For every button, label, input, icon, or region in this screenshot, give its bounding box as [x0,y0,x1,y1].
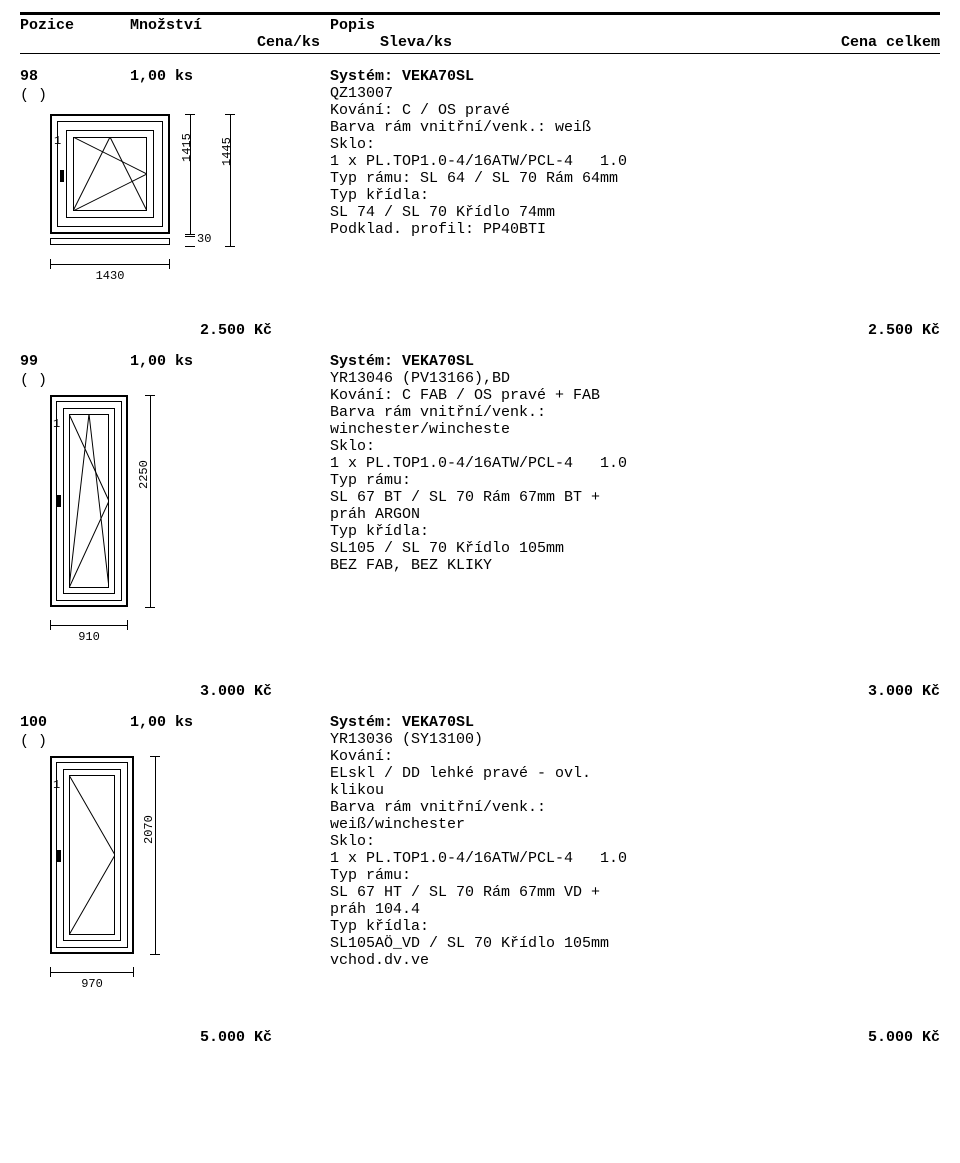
paren-placeholder: ( ) [20,733,330,750]
sash-label: 1 [53,417,60,431]
price-unit: 2.500 Kč [200,322,760,339]
desc-line: 1 x PL.TOP1.0-4/16ATW/PCL-4 1.0 [330,455,940,472]
item-row: 98 1,00 ks ( ) 1 1415 [20,68,940,314]
desc-line: SL105 / SL 70 Křídlo 105mm [330,540,940,557]
price-unit: 5.000 Kč [200,1029,760,1046]
desc-line: práh ARGON [330,506,940,523]
desc-line: SL 67 HT / SL 70 Rám 67mm VD + [330,884,940,901]
handle-icon [60,170,64,182]
desc-line: BEZ FAB, BEZ KLIKY [330,557,940,574]
hdr-sleva-ks: Sleva/ks [380,34,760,51]
price-row: 3.000 Kč 3.000 Kč [20,683,940,700]
position-number: 99 [20,353,130,370]
handle-icon [57,850,61,862]
window-drawing: 1 1415 1445 30 1430 [30,114,260,314]
price-unit: 3.000 Kč [200,683,760,700]
rule-top [20,12,940,15]
hdr-cena-celkem: Cena celkem [760,34,940,51]
desc-line: winchester/wincheste [330,421,940,438]
system-label: Systém: VEKA70SL [330,714,940,731]
hdr-mnozstvi: Množství [130,17,330,34]
desc-line: Typ křídla: [330,918,940,935]
desc-line: Kování: C FAB / OS pravé + FAB [330,387,940,404]
desc-line: ELskl / DD lehké pravé - ovl. [330,765,940,782]
desc-line: Typ rámu: [330,472,940,489]
position-number: 100 [20,714,130,731]
desc-line: Barva rám vnitřní/venk.: [330,799,940,816]
desc-line: Typ rámu: [330,867,940,884]
price-total: 2.500 Kč [760,322,940,339]
position-number: 98 [20,68,130,85]
desc-line: Typ křídla: [330,187,940,204]
desc-line: Podklad. profil: PP40BTI [330,221,940,238]
desc-line: Sklo: [330,438,940,455]
price-row: 2.500 Kč 2.500 Kč [20,322,940,339]
window-drawing: 1 2070 970 [30,756,250,1021]
rule-under-header [20,53,940,54]
desc-line: SL105AÖ_VD / SL 70 Křídlo 105mm [330,935,940,952]
desc-line: SL 67 BT / SL 70 Rám 67mm BT + [330,489,940,506]
opening-symbol-icon [73,137,147,211]
price-total: 3.000 Kč [760,683,940,700]
desc-line: práh 104.4 [330,901,940,918]
price-row: 5.000 Kč 5.000 Kč [20,1029,940,1046]
sash-label: 1 [54,134,61,148]
desc-line: YR13046 (PV13166),BD [330,370,940,387]
system-label: Systém: VEKA70SL [330,68,940,85]
item-row: 100 1,00 ks ( ) 1 2070 970 Sy [20,714,940,1021]
paren-placeholder: ( ) [20,87,330,104]
desc-line: Barva rám vnitřní/venk.: [330,404,940,421]
quantity: 1,00 ks [130,68,193,85]
desc-line: vchod.dv.ve [330,952,940,969]
sash-label: 1 [53,778,60,792]
system-label: Systém: VEKA70SL [330,353,940,370]
opening-symbol-icon [69,775,115,935]
price-total: 5.000 Kč [760,1029,940,1046]
quantity: 1,00 ks [130,714,193,731]
item-row: 99 1,00 ks ( ) 1 2250 910 [20,353,940,675]
desc-line: SL 74 / SL 70 Křídlo 74mm [330,204,940,221]
handle-icon [57,495,61,507]
quantity: 1,00 ks [130,353,193,370]
desc-line: 1 x PL.TOP1.0-4/16ATW/PCL-4 1.0 [330,153,940,170]
window-drawing: 1 2250 910 [30,395,250,675]
desc-line: Typ křídla: [330,523,940,540]
hdr-cena-ks: Cena/ks [160,34,380,51]
hdr-pozice: Pozice [20,17,130,34]
desc-line: 1 x PL.TOP1.0-4/16ATW/PCL-4 1.0 [330,850,940,867]
hdr-popis: Popis [330,17,940,34]
desc-line: Sklo: [330,833,940,850]
desc-line: Kování: [330,748,940,765]
desc-line: Barva rám vnitřní/venk.: weiß [330,119,940,136]
desc-line: weiß/winchester [330,816,940,833]
desc-line: Kování: C / OS pravé [330,102,940,119]
header-row-1: Pozice Množství Popis [20,17,940,34]
header-row-2: Cena/ks Sleva/ks Cena celkem [20,34,940,51]
desc-line: QZ13007 [330,85,940,102]
opening-symbol-icon [69,414,109,588]
desc-line: klikou [330,782,940,799]
desc-line: YR13036 (SY13100) [330,731,940,748]
desc-line: Typ rámu: SL 64 / SL 70 Rám 64mm [330,170,940,187]
paren-placeholder: ( ) [20,372,330,389]
desc-line: Sklo: [330,136,940,153]
